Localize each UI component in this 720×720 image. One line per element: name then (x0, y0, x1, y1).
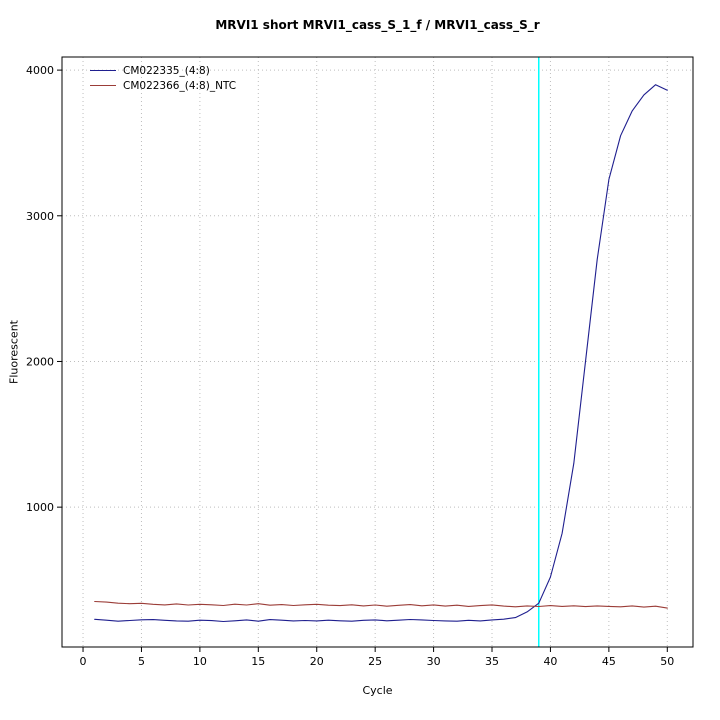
legend-label-series1: CM022335_(4:8) (123, 64, 210, 77)
chart-title: MRVI1 short MRVI1_cass_S_1_f / MRVI1_cas… (215, 18, 540, 32)
x-tick-label: 50 (660, 655, 674, 668)
legend-item: CM022335_(4:8) (90, 63, 236, 78)
x-axis-title: Cycle (362, 684, 393, 697)
x-tick-label: 15 (251, 655, 265, 668)
x-tick-label: 5 (138, 655, 145, 668)
x-tick-label: 20 (310, 655, 324, 668)
x-tick-label: 45 (602, 655, 616, 668)
series-line-1 (94, 84, 668, 623)
x-tick-label: 40 (543, 655, 557, 668)
legend-line-sample-series2 (90, 85, 116, 86)
legend: CM022335_(4:8) CM022366_(4:8)_NTC (90, 63, 236, 93)
legend-item: CM022366_(4:8)_NTC (90, 78, 236, 93)
legend-line-sample-series1 (90, 70, 116, 71)
series-line-2 (94, 600, 668, 609)
x-tick-label: 25 (368, 655, 382, 668)
x-tick-label: 10 (193, 655, 207, 668)
x-tick-label: 35 (485, 655, 499, 668)
plot-border (61, 56, 694, 648)
legend-label-series2: CM022366_(4:8)_NTC (123, 79, 237, 92)
y-tick-label: 2000 (26, 355, 54, 368)
x-tick-label: 30 (427, 655, 441, 668)
y-tick-label: 1000 (26, 501, 54, 514)
y-tick-label: 3000 (26, 210, 54, 223)
x-tick-label: 0 (80, 655, 87, 668)
y-tick-label: 4000 (26, 64, 54, 77)
y-axis-title: Fluorescent (7, 320, 21, 384)
